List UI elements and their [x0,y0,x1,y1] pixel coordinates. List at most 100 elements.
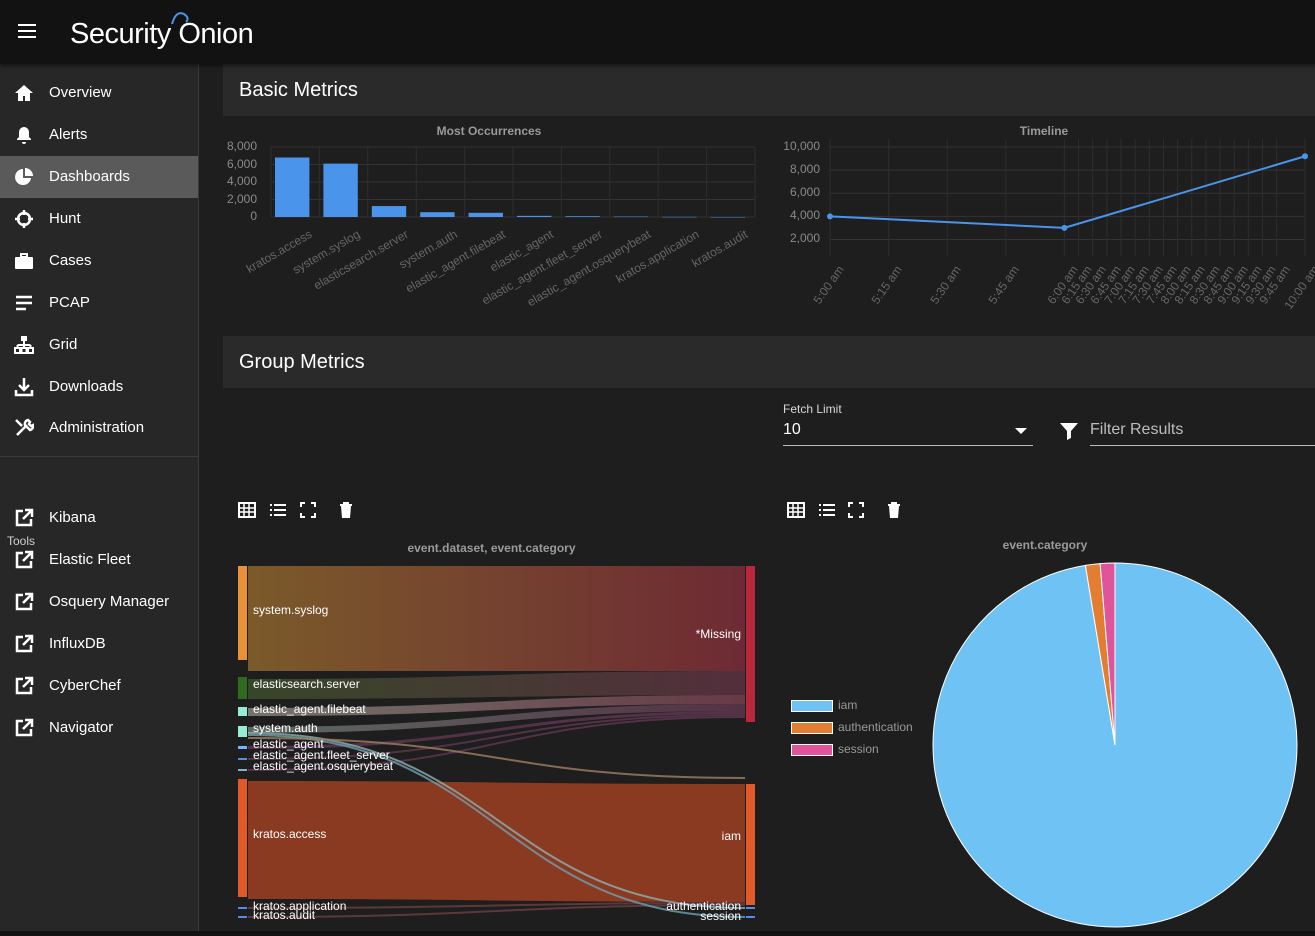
sankey-source-node[interactable] [238,916,247,918]
sankey-link[interactable] [248,902,745,909]
chart-title: event.dataset, event.category [407,541,576,555]
pie-slice[interactable] [1099,562,1116,746]
sidebar-item-pcap[interactable]: PCAP [0,282,198,324]
sankey-link[interactable] [248,714,745,760]
sankey-source-label: elastic_agent [253,737,324,751]
sankey-target-label: *Missing [695,627,741,641]
sankey-source-node[interactable] [238,779,247,897]
chart-title: event.category [1002,538,1088,552]
delete-icon[interactable] [884,500,904,520]
sankey-source-node[interactable] [238,769,247,771]
table-icon[interactable] [237,500,257,520]
main-content: Basic Metrics Most Occurrences 8,000 6,000… [199,64,1315,936]
sidebar-tool-influxdb[interactable]: InfluxDB [0,623,198,665]
tools-icon [15,418,34,436]
list-icon[interactable] [268,500,288,520]
sankey-chart: event.dataset, event.category system.sysl… [199,534,759,936]
sankey-link[interactable] [248,566,745,671]
sidebar-tool-navigator[interactable]: Navigator [0,707,198,749]
sankey-source-label: kratos.audit [253,908,316,922]
sidebar-item-dashboards[interactable]: Dashboards [0,156,198,198]
sankey-link[interactable] [248,711,745,749]
sankey-target-node[interactable] [746,907,755,909]
delete-icon[interactable] [336,500,356,520]
filter-icon[interactable] [1059,421,1079,441]
data-point[interactable] [1302,153,1308,160]
group-metrics-header: Group Metrics [223,336,1315,388]
sankey-source-node[interactable] [238,746,247,749]
sidebar-item-alerts[interactable]: Alerts [0,114,198,156]
sankey-source-node[interactable] [238,677,247,699]
sankey-link[interactable] [248,671,745,699]
sidebar-item-cases[interactable]: Cases [0,240,198,282]
most-occurrences-chart: Most Occurrences 8,000 6,000 4,000 2,000 0 kra… [199,116,759,336]
sankey-source-node[interactable] [238,758,247,760]
y-tick-label: 4,000 [226,174,257,188]
sidebar-item-label: Grid [49,336,78,353]
sankey-target-node[interactable] [746,566,755,722]
sankey-link[interactable] [247,734,746,918]
bar[interactable] [662,216,697,218]
data-point[interactable] [827,213,833,220]
app-logo[interactable]: Security Onion [70,12,254,54]
sidebar-tool-label: Navigator [49,719,114,736]
sankey-source-node[interactable] [238,707,247,716]
sankey-source-node[interactable] [238,566,247,660]
bar[interactable] [517,215,552,217]
y-tick-label: 2,000 [226,191,257,206]
sidebar-tool-elastic-fleet[interactable]: Elastic Fleet [0,539,198,581]
bottom-bar [0,931,1315,936]
legend-label: authentication [838,720,913,734]
sankey-link[interactable] [248,716,745,771]
bar[interactable] [420,212,455,217]
sankey-target-node[interactable] [746,916,755,918]
fullscreen-icon[interactable] [846,500,866,520]
sidebar-item-label: Dashboards [49,168,130,185]
sankey-source-node[interactable] [238,907,247,909]
table-icon[interactable] [786,500,806,520]
sidebar-tool-osquery-manager[interactable]: Osquery Manager [0,581,198,623]
crosshair-icon [15,210,33,228]
bell-icon [17,127,31,144]
fullscreen-icon[interactable] [298,500,318,520]
bar[interactable] [323,163,358,217]
sankey-target-node[interactable] [746,784,755,905]
sidebar-tool-kibana[interactable]: Kibana [0,497,198,539]
onion-swirl-icon [171,12,189,25]
sidebar-item-hunt[interactable]: Hunt [0,198,198,240]
chevron-down-icon[interactable] [1015,428,1027,434]
bar[interactable] [275,157,310,218]
bar[interactable] [613,216,649,218]
y-tick-label: 6,000 [226,156,257,171]
sidebar-item-overview[interactable]: Overview [0,72,198,114]
pie-chart: event.category iam authentication session [759,534,1315,936]
filter-underline [1090,445,1315,446]
sankey-link[interactable] [248,695,745,716]
sankey-link[interactable] [247,732,746,909]
sidebar-item-grid[interactable]: Grid [0,324,198,366]
filter-results-input[interactable]: Filter Results [1090,421,1184,438]
sidebar-tool-cyberchef[interactable]: CyberChef [0,665,198,707]
menu-icon[interactable] [18,24,36,40]
sankey-link[interactable] [248,904,745,918]
download-icon [14,378,34,397]
sankey-link[interactable] [248,704,745,733]
y-tick-label: 8,000 [789,162,820,177]
home-icon [15,85,33,101]
bar[interactable] [371,206,407,217]
sidebar-item-downloads[interactable]: Downloads [0,366,198,408]
list-icon[interactable] [817,500,837,520]
sankey-link[interactable] [248,781,745,902]
bar[interactable] [468,212,503,217]
sankey-link[interactable] [247,737,746,779]
sankey-source-node[interactable] [238,726,247,737]
fetch-limit-select[interactable]: 10 [783,421,801,438]
bar[interactable] [710,216,745,218]
y-tick-label: 0 [250,209,257,223]
data-point[interactable] [1061,224,1068,231]
sankey-target-label: iam [721,829,741,843]
bar[interactable] [565,216,600,217]
sidebar-tool-label: Elastic Fleet [49,551,131,568]
top-app-bar: Security Onion [0,0,1315,64]
sidebar-item-administration[interactable]: Administration [0,407,198,449]
